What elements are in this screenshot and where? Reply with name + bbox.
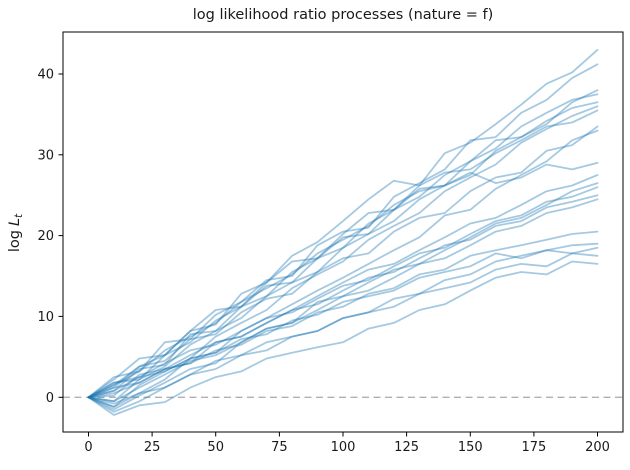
series-line-path-06 [87, 105, 599, 408]
x-tick-label: 100 [331, 440, 356, 455]
y-axis-label-variable: L [7, 217, 23, 227]
series-line-path-15 [87, 198, 599, 403]
y-axis-label-prefix: log [7, 230, 23, 253]
y-axis-label-subscript: t [13, 213, 25, 218]
series-line-path-19 [87, 252, 599, 408]
x-tick-label: 75 [271, 440, 288, 455]
series-line-path-07 [87, 109, 599, 399]
series-line-path-03 [87, 89, 599, 403]
x-tick-label: 175 [521, 440, 546, 455]
series-line-path-16 [87, 230, 599, 399]
series-line-path-14 [87, 194, 599, 399]
series-line-path-08 [87, 125, 599, 399]
series-line-path-13 [87, 186, 599, 399]
series-line-path-09 [87, 129, 599, 405]
x-tick-label: 150 [458, 440, 483, 455]
y-tick-label: 0 [46, 391, 54, 406]
y-tick-label: 30 [37, 148, 54, 163]
series-line-path-04 [87, 93, 599, 399]
series-line-path-17 [87, 242, 599, 413]
chart-title: log likelihood ratio processes (nature =… [192, 7, 494, 23]
x-tick-label: 25 [144, 440, 161, 455]
series-line-path-18 [87, 246, 599, 399]
x-tick-label: 50 [207, 440, 224, 455]
y-axis-label: log Lt [7, 214, 25, 252]
series-line-path-05 [87, 101, 599, 399]
series-line-path-12 [87, 182, 599, 411]
x-tick-label: 200 [585, 440, 610, 455]
series-line-path-10 [87, 161, 599, 399]
series-line-path-11 [87, 174, 599, 399]
y-tick-label: 40 [37, 68, 54, 83]
y-tick-label: 20 [37, 229, 54, 244]
y-tick-label: 10 [37, 310, 54, 325]
series-line-path-01 [87, 48, 599, 399]
x-tick-label: 125 [394, 440, 419, 455]
x-tick-label: 0 [84, 440, 92, 455]
series-line-path-02 [87, 63, 599, 399]
series-line-path-20 [87, 260, 599, 416]
